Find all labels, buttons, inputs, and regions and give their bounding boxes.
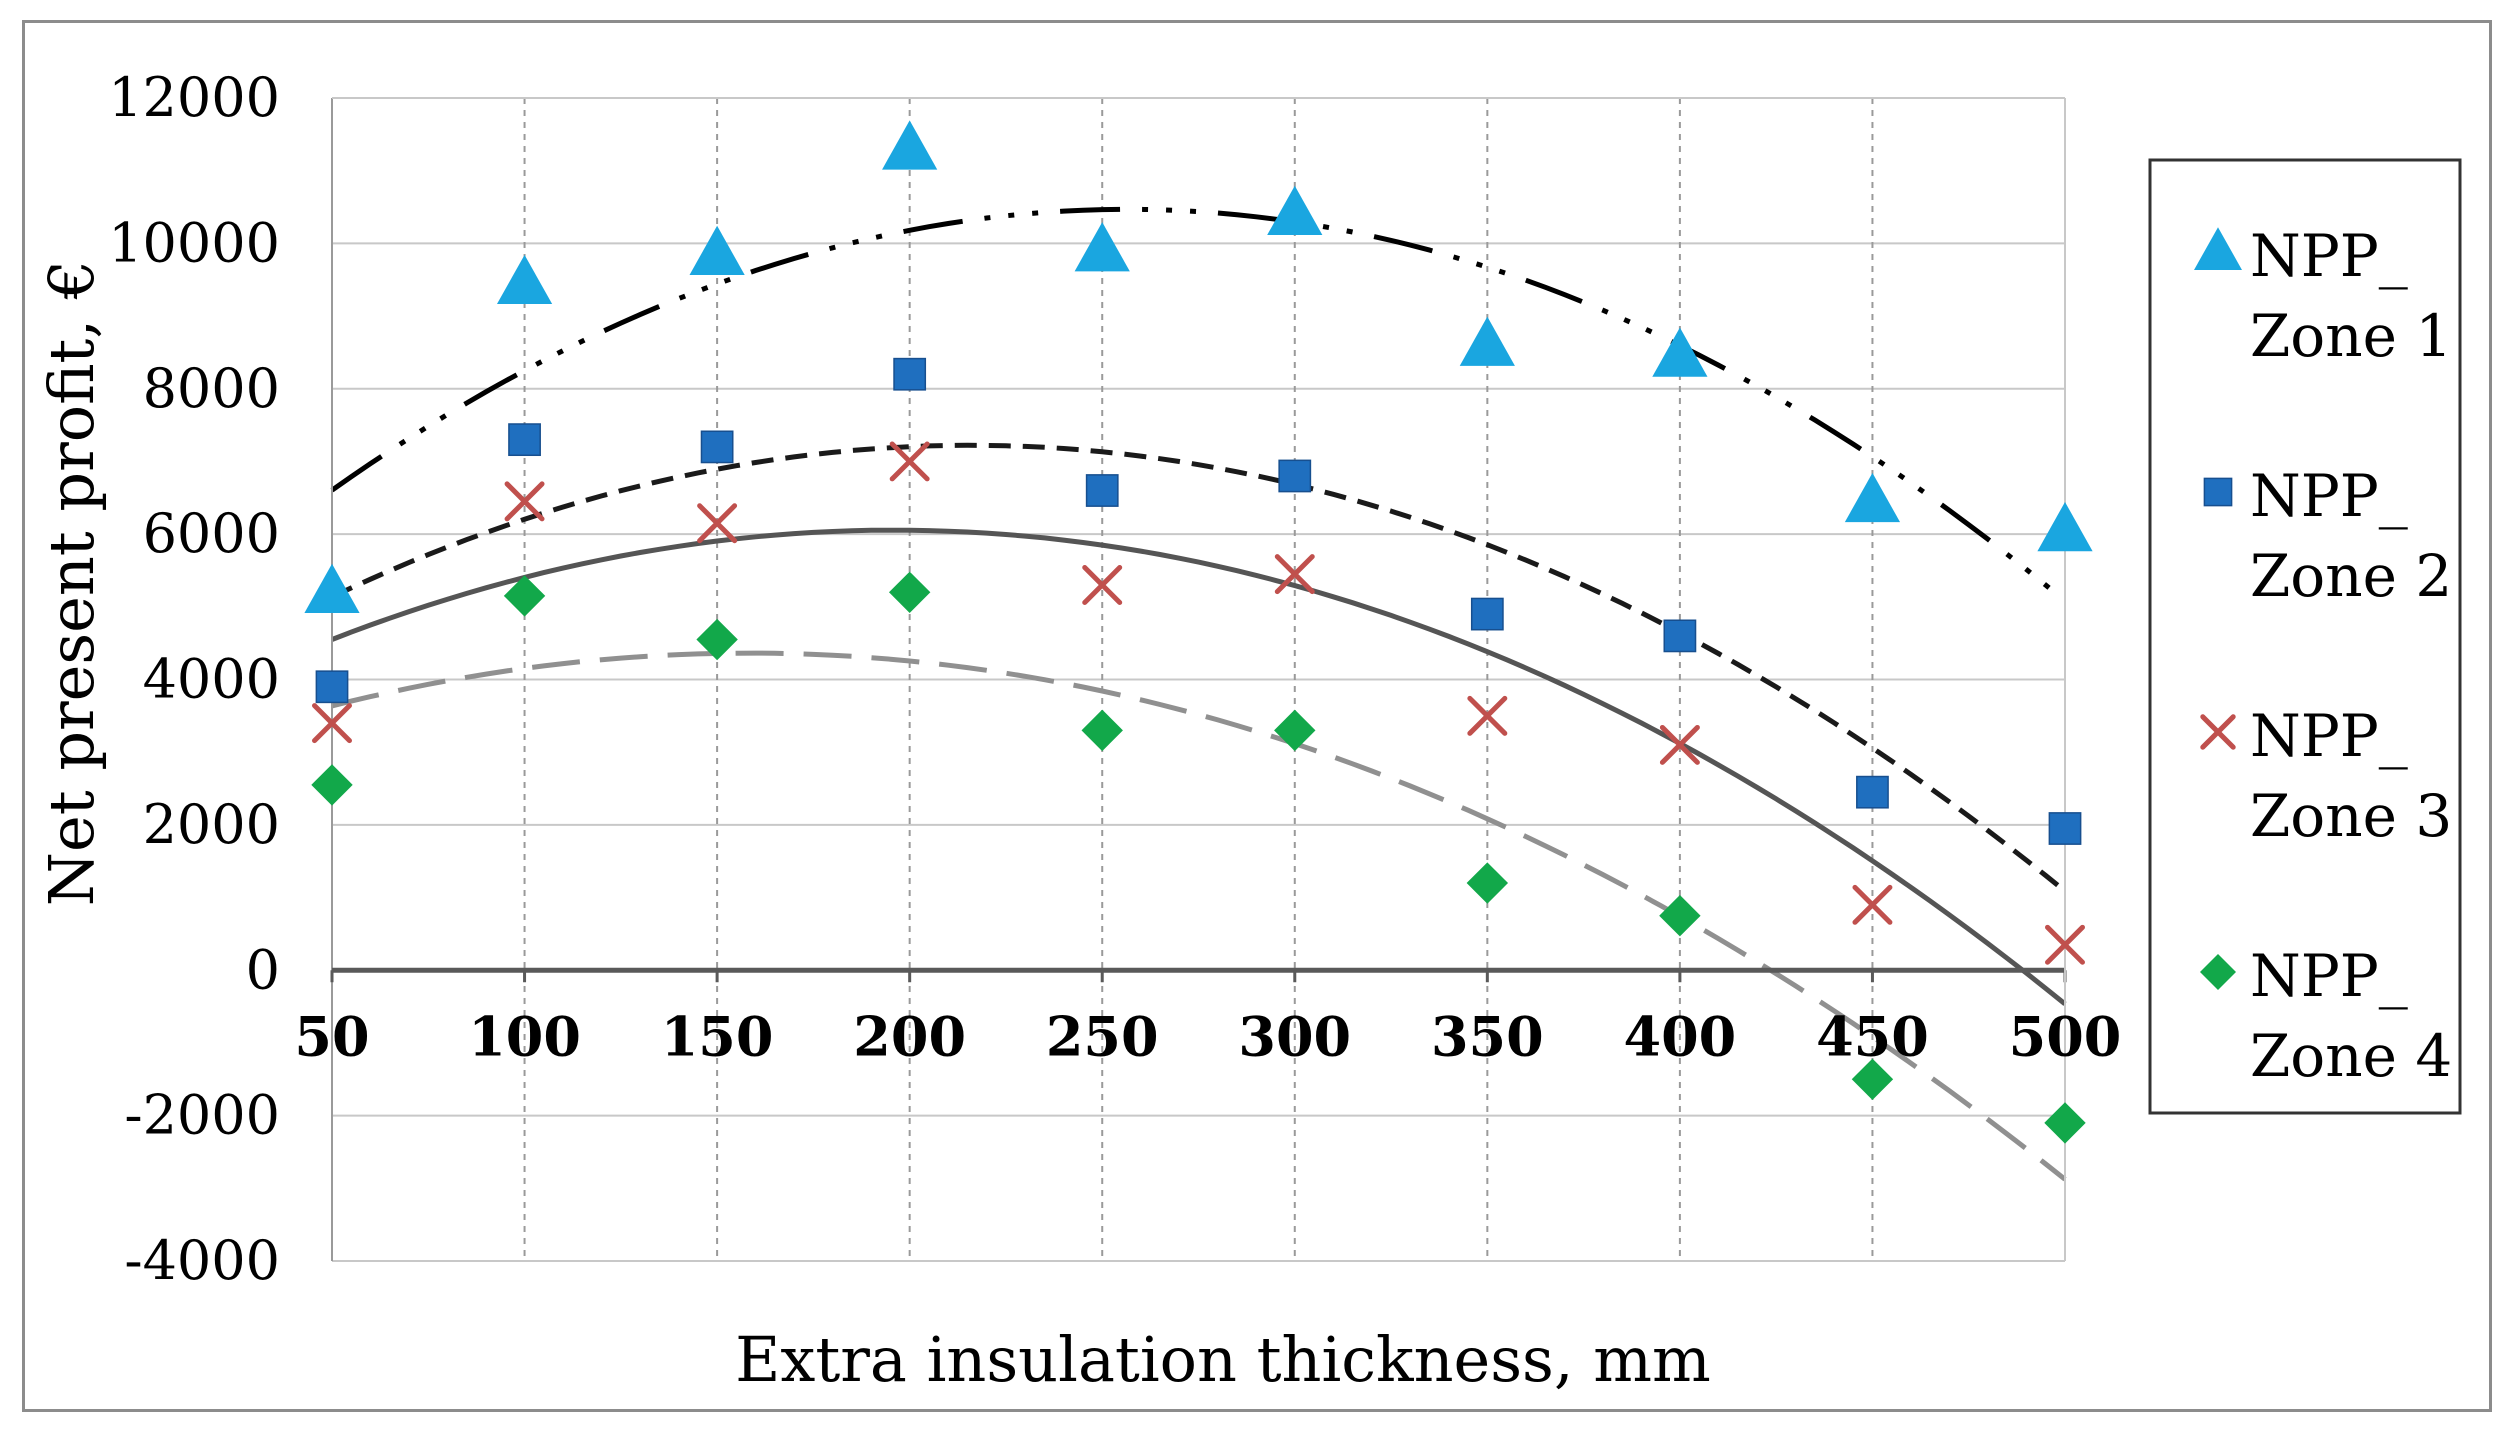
data-point-zone-3	[1274, 554, 1315, 595]
chart-frame: 12000 10000 8000 6000 4000 2000 0 -2000 -4000 50 1…	[22, 20, 2492, 1412]
data-point-zone-4	[2044, 1102, 2086, 1144]
y-tick-label: 0	[246, 938, 280, 1001]
data-point-zone-4	[696, 618, 738, 661]
y-tick-label: 4000	[143, 648, 280, 711]
legend-label-zone-1-line2: Zone 1	[2250, 302, 2452, 370]
x-tick-label: 500	[2009, 1004, 2122, 1068]
x-tick-label: 250	[1046, 1004, 1159, 1068]
data-point-zone-4	[888, 571, 931, 613]
data-point-zone-3	[1852, 884, 1893, 925]
legend-marker-zone-3-stroke	[2200, 714, 2236, 750]
data-point-zone-3	[2045, 924, 2085, 965]
data-point-zone-2	[1470, 597, 1504, 631]
legend-label-zone-2: NPP_	[2250, 462, 2408, 530]
data-point-zone-2	[315, 670, 349, 704]
data-point-zone-3-stroke	[1659, 724, 1700, 765]
data-point-zone-4	[1466, 862, 1509, 904]
data-point-zone-4	[1659, 895, 1701, 937]
data-point-zone-3-stroke	[1082, 565, 1123, 605]
y-tick-label: 12000	[108, 66, 280, 129]
trendline-zone-1	[330, 206, 2067, 603]
data-point-zone-2	[508, 423, 541, 457]
data-point-zone-3-stroke	[2045, 924, 2085, 965]
y-tick-label: 10000	[108, 211, 280, 274]
legend-label-zone-4-line2: Zone 4	[2250, 1022, 2452, 1090]
data-point-zone-1	[1652, 327, 1708, 377]
data-point-zone-3-stroke	[504, 481, 545, 522]
legend-label-zone-4: NPP_	[2250, 942, 2408, 1010]
legend-label-zone-3-line2: Zone 3	[2250, 782, 2452, 850]
chart-svg: 12000 10000 8000 6000 4000 2000 0 -2000 -4000 50 1…	[35, 66, 2462, 1396]
data-point-zone-2	[1856, 775, 1889, 809]
data-point-zone-2	[1278, 459, 1312, 493]
data-point-zone-1	[882, 120, 938, 170]
data-point-zone-3-stroke	[312, 703, 352, 744]
data-point-zone-4	[1851, 1058, 1894, 1100]
data-point-zone-3-stroke	[1852, 884, 1893, 925]
legend-box	[2148, 158, 2462, 1115]
data-point-zone-4	[1274, 709, 1316, 752]
legend: NPP_ Zone 1 NPP_ Zone 2 NPP_ Zone 3 NPP_ Zone 4	[2148, 158, 2462, 1115]
data-point-zone-3	[312, 703, 352, 744]
x-tick-label: 200	[853, 1004, 966, 1068]
data-point-zone-3-stroke	[697, 503, 738, 544]
tick-label-layer: 12000 10000 8000 6000 4000 2000 0 -2000 -4000 50 1…	[108, 66, 2121, 1292]
data-point-zone-1	[2037, 501, 2093, 552]
legend-label-zone-1: NPP_	[2250, 222, 2408, 290]
x-axis-title: Extra insulation thickness, mm	[735, 1323, 1711, 1396]
y-tick-label: 8000	[143, 357, 280, 420]
data-point-zone-2	[1663, 619, 1697, 653]
legend-label-zone-2-line2: Zone 2	[2250, 542, 2452, 610]
data-point-zone-1	[1459, 316, 1515, 366]
legend-marker-zone-3	[2200, 714, 2236, 750]
y-tick-label: -4000	[124, 1229, 280, 1292]
y-tick-label: -2000	[124, 1084, 280, 1147]
x-tick-label: 400	[1624, 1004, 1737, 1068]
data-point-zone-1	[304, 563, 360, 613]
x-tick-label: 50	[294, 1004, 369, 1068]
data-point-zone-4	[503, 575, 546, 617]
legend-items: NPP_ Zone 1 NPP_ Zone 2 NPP_ Zone 3 NPP_ Zone 4	[2194, 222, 2452, 1090]
data-point-zone-3	[1467, 695, 1508, 736]
x-tick-label: 150	[661, 1004, 774, 1068]
legend-marker-zone-1	[2194, 227, 2242, 270]
data-point-zone-3	[504, 481, 545, 522]
y-tick-label: 6000	[143, 502, 280, 565]
data-point-zone-1	[1844, 472, 1901, 523]
legend-label-zone-3: NPP_	[2250, 702, 2408, 770]
data-point-zone-3-stroke	[1467, 695, 1508, 736]
x-tick-label: 450	[1816, 1004, 1929, 1068]
axis-layer	[330, 97, 2067, 1261]
x-tick-label: 300	[1238, 1004, 1351, 1068]
data-point-zone-3	[889, 441, 930, 482]
x-tick-label: 350	[1431, 1004, 1544, 1068]
y-axis-title: Net present profit, €	[35, 260, 108, 906]
data-point-zone-3-stroke	[1274, 554, 1315, 595]
trendline-zone-4	[331, 650, 2067, 1182]
data-point-zone-3	[697, 503, 738, 544]
legend-marker-zone-4	[2200, 954, 2236, 990]
data-point-zone-1	[1267, 185, 1323, 235]
data-point-zone-1	[689, 225, 745, 275]
data-point-zone-4	[311, 764, 353, 806]
data-point-zone-3	[1082, 565, 1123, 605]
data-point-zone-2	[2048, 812, 2082, 845]
y-tick-label: 2000	[143, 793, 280, 856]
data-point-zone-4	[1081, 709, 1123, 752]
x-tick-label: 100	[468, 1004, 581, 1068]
trendline-zone-2	[330, 442, 2067, 894]
marker-layer	[304, 120, 2093, 1144]
data-point-zone-2	[1085, 474, 1119, 507]
legend-marker-zone-2	[2203, 477, 2233, 507]
data-point-zone-2	[893, 357, 927, 391]
data-point-zone-1	[496, 254, 553, 305]
data-point-zone-3-stroke	[889, 441, 930, 482]
data-point-zone-2	[700, 430, 734, 464]
trendline-layer	[330, 206, 2067, 1182]
data-point-zone-1	[1074, 222, 1130, 272]
trendline-zone-3	[331, 527, 2067, 1006]
grid-layer	[332, 97, 2066, 1262]
data-point-zone-3	[1659, 724, 1700, 765]
